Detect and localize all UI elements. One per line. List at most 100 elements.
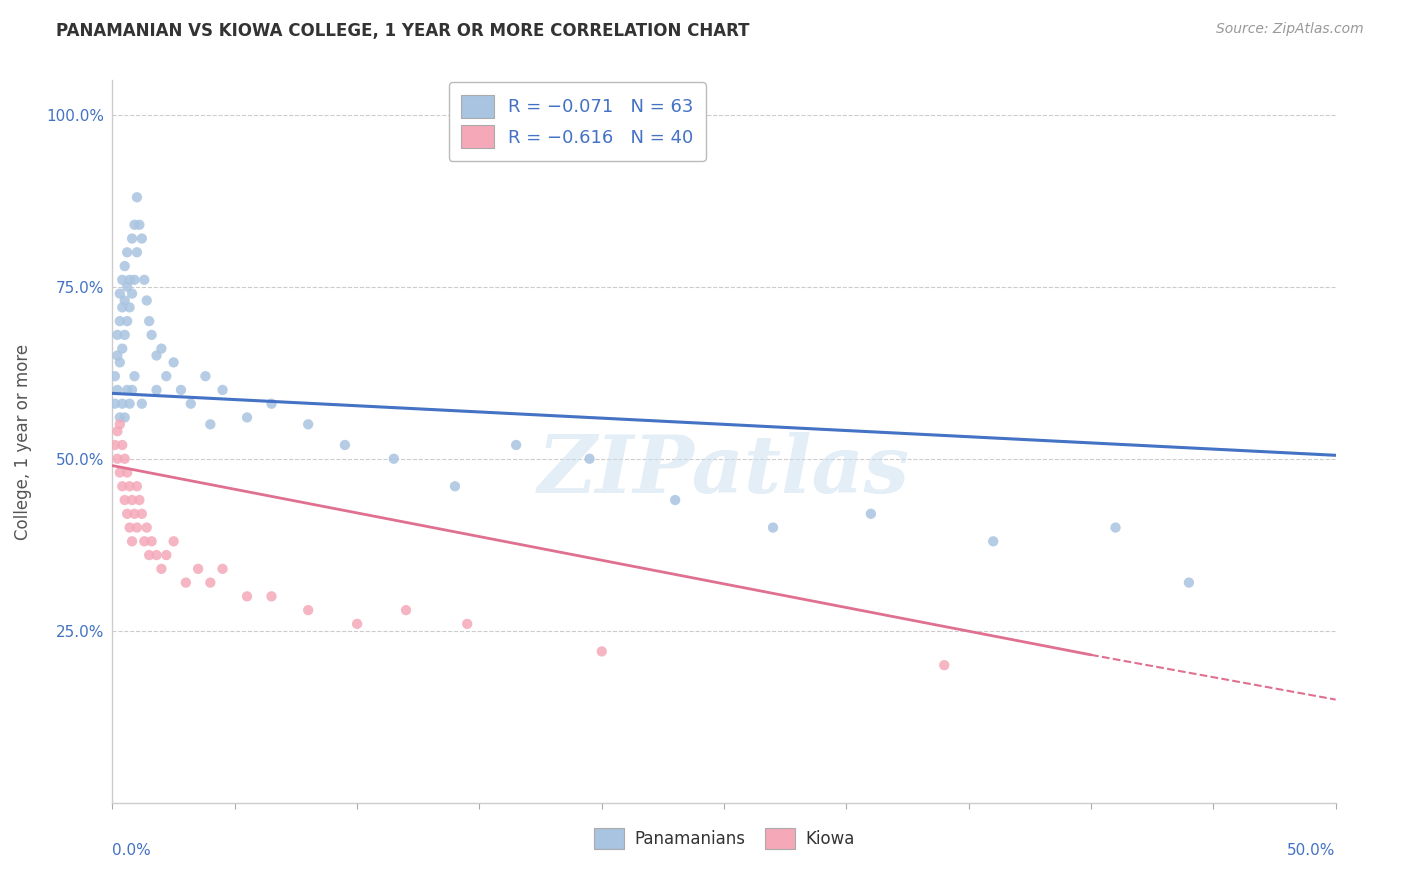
Point bbox=[121, 383, 143, 397]
Point bbox=[121, 493, 143, 508]
Point bbox=[163, 355, 186, 369]
Point bbox=[115, 507, 138, 521]
Point bbox=[124, 273, 146, 287]
Point bbox=[260, 397, 283, 411]
Point bbox=[111, 301, 134, 315]
Point bbox=[124, 218, 146, 232]
Text: Source: ZipAtlas.com: Source: ZipAtlas.com bbox=[1216, 22, 1364, 37]
Point bbox=[200, 417, 222, 432]
Point bbox=[105, 451, 128, 466]
Point bbox=[114, 493, 136, 508]
Point bbox=[118, 273, 141, 287]
Legend: Panamanians, Kiowa: Panamanians, Kiowa bbox=[588, 822, 860, 856]
Point bbox=[236, 410, 259, 425]
Point bbox=[456, 616, 478, 631]
Point bbox=[236, 590, 259, 604]
Point bbox=[145, 349, 167, 363]
Point bbox=[125, 520, 148, 534]
Point bbox=[333, 438, 356, 452]
Point bbox=[125, 479, 148, 493]
Point bbox=[297, 417, 319, 432]
Point bbox=[578, 451, 600, 466]
Point bbox=[200, 575, 222, 590]
Text: 0.0%: 0.0% bbox=[112, 843, 152, 857]
Point bbox=[187, 562, 209, 576]
Point bbox=[128, 218, 150, 232]
Point bbox=[111, 273, 134, 287]
Point bbox=[114, 327, 136, 342]
Point bbox=[105, 424, 128, 438]
Point bbox=[104, 369, 127, 384]
Point bbox=[108, 466, 131, 480]
Point bbox=[664, 493, 686, 508]
Point bbox=[111, 438, 134, 452]
Point bbox=[141, 327, 163, 342]
Point bbox=[163, 534, 186, 549]
Point bbox=[104, 438, 127, 452]
Point bbox=[135, 293, 157, 308]
Text: ZIPatlas: ZIPatlas bbox=[538, 432, 910, 509]
Point bbox=[125, 190, 148, 204]
Point bbox=[859, 507, 882, 521]
Point bbox=[762, 520, 785, 534]
Point bbox=[131, 231, 153, 245]
Point bbox=[114, 259, 136, 273]
Point bbox=[105, 349, 128, 363]
Point bbox=[138, 548, 160, 562]
Point bbox=[170, 383, 193, 397]
Point bbox=[141, 534, 163, 549]
Point bbox=[131, 507, 153, 521]
Point bbox=[260, 590, 283, 604]
Point bbox=[114, 410, 136, 425]
Point bbox=[135, 520, 157, 534]
Point bbox=[108, 410, 131, 425]
Point bbox=[115, 314, 138, 328]
Point bbox=[211, 562, 233, 576]
Point bbox=[114, 293, 136, 308]
Point bbox=[121, 231, 143, 245]
Text: 50.0%: 50.0% bbox=[1288, 843, 1336, 857]
Text: PANAMANIAN VS KIOWA COLLEGE, 1 YEAR OR MORE CORRELATION CHART: PANAMANIAN VS KIOWA COLLEGE, 1 YEAR OR M… bbox=[56, 22, 749, 40]
Point bbox=[981, 534, 1004, 549]
Point bbox=[118, 520, 141, 534]
Y-axis label: College, 1 year or more: College, 1 year or more bbox=[14, 343, 32, 540]
Point bbox=[150, 562, 173, 576]
Point bbox=[114, 451, 136, 466]
Point bbox=[145, 383, 167, 397]
Point bbox=[118, 301, 141, 315]
Point bbox=[346, 616, 368, 631]
Point bbox=[111, 342, 134, 356]
Point bbox=[121, 286, 143, 301]
Point bbox=[115, 279, 138, 293]
Point bbox=[1104, 520, 1126, 534]
Point bbox=[115, 245, 138, 260]
Point bbox=[105, 327, 128, 342]
Point bbox=[125, 245, 148, 260]
Point bbox=[382, 451, 405, 466]
Point bbox=[124, 369, 146, 384]
Point bbox=[111, 397, 134, 411]
Point bbox=[505, 438, 527, 452]
Point bbox=[118, 479, 141, 493]
Point bbox=[115, 383, 138, 397]
Point bbox=[174, 575, 197, 590]
Point bbox=[145, 548, 167, 562]
Point bbox=[395, 603, 418, 617]
Point bbox=[118, 397, 141, 411]
Point bbox=[297, 603, 319, 617]
Point bbox=[124, 507, 146, 521]
Point bbox=[591, 644, 613, 658]
Point bbox=[108, 314, 131, 328]
Point bbox=[211, 383, 233, 397]
Point bbox=[155, 548, 177, 562]
Point bbox=[108, 417, 131, 432]
Point bbox=[180, 397, 202, 411]
Point bbox=[108, 355, 131, 369]
Point bbox=[194, 369, 217, 384]
Point bbox=[121, 534, 143, 549]
Point bbox=[934, 658, 956, 673]
Point bbox=[108, 286, 131, 301]
Point bbox=[115, 466, 138, 480]
Point bbox=[444, 479, 467, 493]
Point bbox=[111, 479, 134, 493]
